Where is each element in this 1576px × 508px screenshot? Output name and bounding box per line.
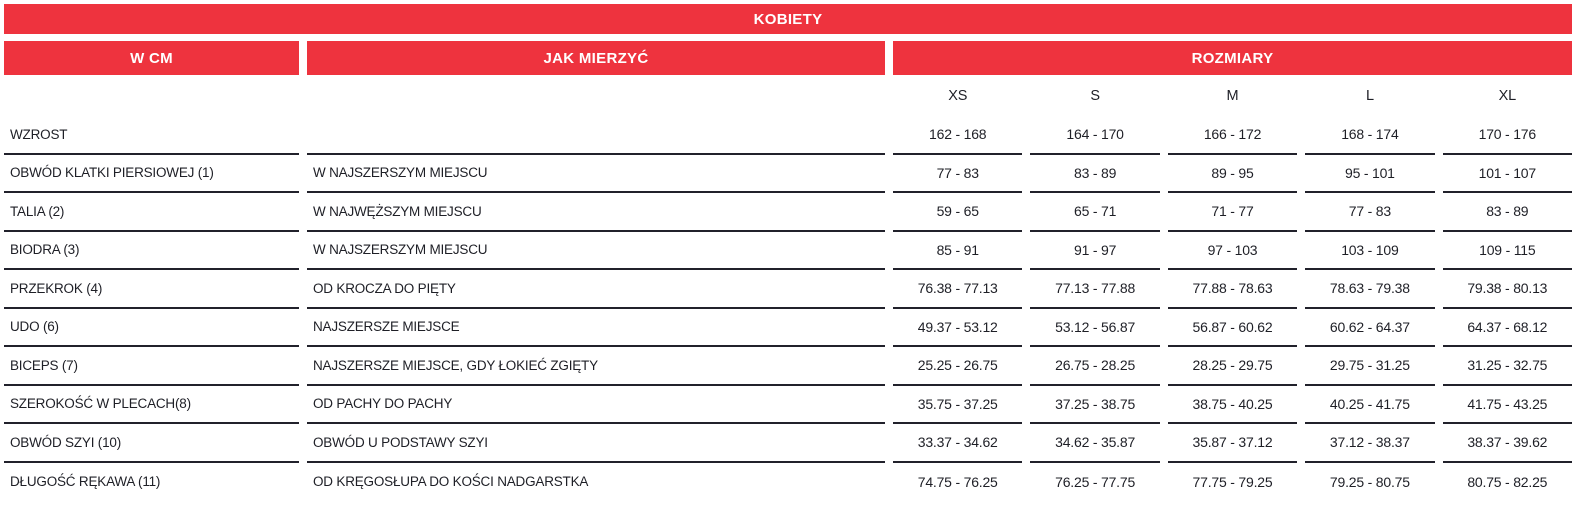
table-row: BICEPS (7) NAJSZERSZE MIEJSCE, GDY ŁOKIEĆ… [4, 347, 1572, 386]
row-measure-hint: W NAJSZERSZYM MIEJSCU [307, 155, 885, 193]
size-value: 77.88 - 78.63 [1167, 270, 1298, 309]
row-measure-hint: OD KROCZA DO PIĘTY [307, 270, 885, 309]
size-value: 49.37 - 53.12 [893, 309, 1023, 347]
size-value: 56.87 - 60.62 [1167, 309, 1298, 347]
size-value: 166 - 172 [1167, 116, 1298, 155]
size-value: 97 - 103 [1167, 232, 1298, 270]
row-measure-hint [307, 116, 885, 155]
size-value: 83 - 89 [1030, 155, 1160, 193]
row-label: OBWÓD KLATKI PIERSIOWEJ (1) [4, 155, 299, 193]
table-row: BIODRA (3) W NAJSZERSZYM MIEJSCU 85 - 91 91… [4, 232, 1572, 270]
size-value: 40.25 - 41.75 [1305, 386, 1435, 424]
table-title: KOBIETY [753, 10, 823, 28]
size-value: 103 - 109 [1305, 232, 1435, 270]
size-value: 29.75 - 31.25 [1305, 347, 1435, 386]
row-measure-hint: NAJSZERSZE MIEJSCE [307, 309, 885, 347]
table-row: PRZEKROK (4) OD KROCZA DO PIĘTY 76.38 - 77… [4, 270, 1572, 309]
table-row: SZEROKOŚĆ W PLECACH(8) OD PACHY DO PACHY 3… [4, 386, 1572, 424]
size-value: 28.25 - 29.75 [1167, 347, 1298, 386]
size-value: 77 - 83 [1305, 193, 1435, 232]
table-row: TALIA (2) W NAJWĘŻSZYM MIEJSCU 59 - 65 65 -… [4, 193, 1572, 232]
size-value: 53.12 - 56.87 [1030, 309, 1160, 347]
size-value: 109 - 115 [1442, 232, 1572, 270]
size-value: 35.75 - 37.25 [893, 386, 1023, 424]
row-label: BIODRA (3) [4, 232, 299, 270]
size-value: 78.63 - 79.38 [1305, 270, 1435, 309]
size-value: 38.75 - 40.25 [1167, 386, 1298, 424]
size-value: 95 - 101 [1305, 155, 1435, 193]
size-column-header-xl: XL [1498, 87, 1517, 104]
column-header-row: W CM JAK MIERZYĆ ROZMIARY [4, 41, 1572, 75]
size-value: 38.37 - 39.62 [1442, 424, 1572, 463]
column-header-rozmiary: ROZMIARY [893, 41, 1572, 75]
row-label: UDO (6) [4, 309, 299, 347]
size-value: 101 - 107 [1442, 155, 1572, 193]
row-measure-hint: NAJSZERSZE MIEJSCE, GDY ŁOKIEĆ ZGIĘTY [307, 347, 885, 386]
row-measure-hint: W NAJSZERSZYM MIEJSCU [307, 232, 885, 270]
row-label: BICEPS (7) [4, 347, 299, 386]
size-value: 79.25 - 80.75 [1329, 473, 1410, 490]
column-header-wcm: W CM [4, 41, 299, 75]
size-value: 83 - 89 [1442, 193, 1572, 232]
table-row: WZROST 162 - 168 164 - 170 166 - 172 168 - 1… [4, 116, 1572, 155]
size-row-spacer-measure [307, 75, 885, 116]
size-value: 60.62 - 64.37 [1305, 309, 1435, 347]
size-value: 77.13 - 77.88 [1030, 270, 1160, 309]
column-header-jak-mierzyc: JAK MIERZYĆ [307, 41, 885, 75]
row-measure-hint: OD PACHY DO PACHY [307, 386, 885, 424]
table-row: DŁUGOŚĆ RĘKAWA (11) OD KRĘGOSŁUPA DO KOŚC… [4, 463, 1572, 502]
size-row-spacer-label [4, 75, 299, 116]
size-value: 77 - 83 [893, 155, 1023, 193]
table-body: WZROST 162 - 168 164 - 170 166 - 172 168 - 1… [4, 116, 1572, 501]
size-value: 74.75 - 76.25 [917, 473, 998, 490]
size-value: 33.37 - 34.62 [893, 424, 1023, 463]
row-measure-hint: OBWÓD U PODSTAWY SZYI [307, 424, 885, 463]
size-value: 79.38 - 80.13 [1442, 270, 1572, 309]
size-value: 168 - 174 [1305, 116, 1435, 155]
row-label: SZEROKOŚĆ W PLECACH(8) [4, 386, 299, 424]
size-value: 37.25 - 38.75 [1030, 386, 1160, 424]
size-value: 65 - 71 [1030, 193, 1160, 232]
size-value: 41.75 - 43.25 [1442, 386, 1572, 424]
size-value: 162 - 168 [893, 116, 1023, 155]
size-value: 37.12 - 38.37 [1305, 424, 1435, 463]
row-measure-hint: OD KRĘGOSŁUPA DO KOŚCI NADGARSTKA [313, 474, 589, 490]
size-column-header-m: M [1226, 87, 1239, 104]
size-value: 89 - 95 [1167, 155, 1298, 193]
row-label: TALIA (2) [4, 193, 299, 232]
size-value: 80.75 - 82.25 [1467, 473, 1548, 490]
size-value: 25.25 - 26.75 [893, 347, 1023, 386]
size-value: 164 - 170 [1030, 116, 1160, 155]
row-measure-hint: W NAJWĘŻSZYM MIEJSCU [307, 193, 885, 232]
size-value: 31.25 - 32.75 [1442, 347, 1572, 386]
row-label: DŁUGOŚĆ RĘKAWA (11) [10, 474, 161, 490]
table-row: UDO (6) NAJSZERSZE MIEJSCE 49.37 - 53.12 53… [4, 309, 1572, 347]
row-label: WZROST [4, 116, 299, 155]
table-row: OBWÓD KLATKI PIERSIOWEJ (1) W NAJSZERSZYM… [4, 155, 1572, 193]
size-value: 91 - 97 [1030, 232, 1160, 270]
size-column-header-xs: XS [948, 87, 968, 104]
size-value: 77.75 - 79.25 [1192, 473, 1273, 490]
size-value: 34.62 - 35.87 [1030, 424, 1160, 463]
size-value: 76.25 - 77.75 [1055, 473, 1136, 490]
size-column-header-l: L [1365, 87, 1374, 104]
size-value: 85 - 91 [893, 232, 1023, 270]
row-label: PRZEKROK (4) [4, 270, 299, 309]
size-value: 170 - 176 [1442, 116, 1572, 155]
row-label: OBWÓD SZYI (10) [4, 424, 299, 463]
size-value: 26.75 - 28.25 [1030, 347, 1160, 386]
size-value: 71 - 77 [1167, 193, 1298, 232]
size-value: 76.38 - 77.13 [893, 270, 1023, 309]
table-title-bar: KOBIETY [4, 4, 1572, 34]
size-value: 35.87 - 37.12 [1167, 424, 1298, 463]
size-value: 59 - 65 [893, 193, 1023, 232]
size-value: 64.37 - 68.12 [1442, 309, 1572, 347]
table-row: OBWÓD SZYI (10) OBWÓD U PODSTAWY SZYI 33.3… [4, 424, 1572, 463]
size-column-header-s: S [1090, 87, 1100, 104]
size-labels-row: XS S M L XL [4, 75, 1572, 116]
